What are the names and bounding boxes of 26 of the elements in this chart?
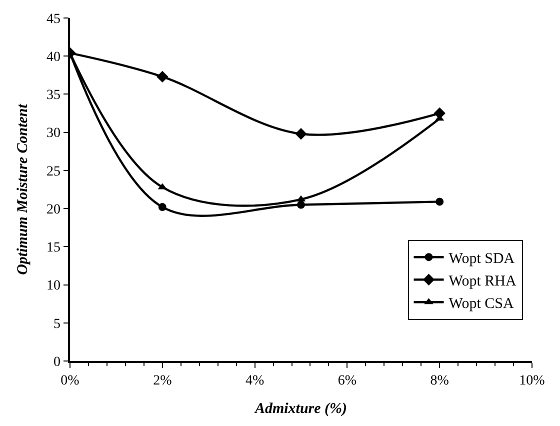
y-tick-label: 25 (46, 164, 60, 180)
x-tick-label: 0% (60, 374, 80, 389)
x-axis-title: Admixture (%) (254, 401, 348, 418)
point (295, 128, 307, 140)
y-tick-label: 40 (46, 50, 60, 66)
y-tick-label: 15 (46, 240, 60, 256)
legend-label: Wopt SDA (448, 250, 515, 267)
y-axis-title: Optimum Moisture Content (15, 103, 32, 275)
y-tick-label: 10 (46, 278, 60, 294)
y-tick-label: 20 (46, 202, 60, 218)
y-tick-label: 45 (46, 12, 60, 27)
x-tick-label: 4% (245, 374, 264, 389)
x-tick-label: 6% (338, 374, 357, 389)
y-tick-label: 35 (46, 88, 60, 104)
y-tick-label: 0 (53, 354, 60, 370)
point (436, 198, 444, 206)
legend-label: Wopt CSA (448, 296, 514, 312)
x-tick-label: 2% (153, 374, 172, 389)
x-tick-label: 10% (519, 374, 546, 389)
point (156, 70, 168, 83)
point (297, 200, 305, 209)
y-tick-label: 30 (46, 126, 60, 142)
point (158, 203, 166, 212)
x-tick-label: 8% (430, 374, 450, 389)
y-tick-label: 5 (53, 316, 60, 332)
legend-label: Wopt RHA (448, 273, 516, 290)
